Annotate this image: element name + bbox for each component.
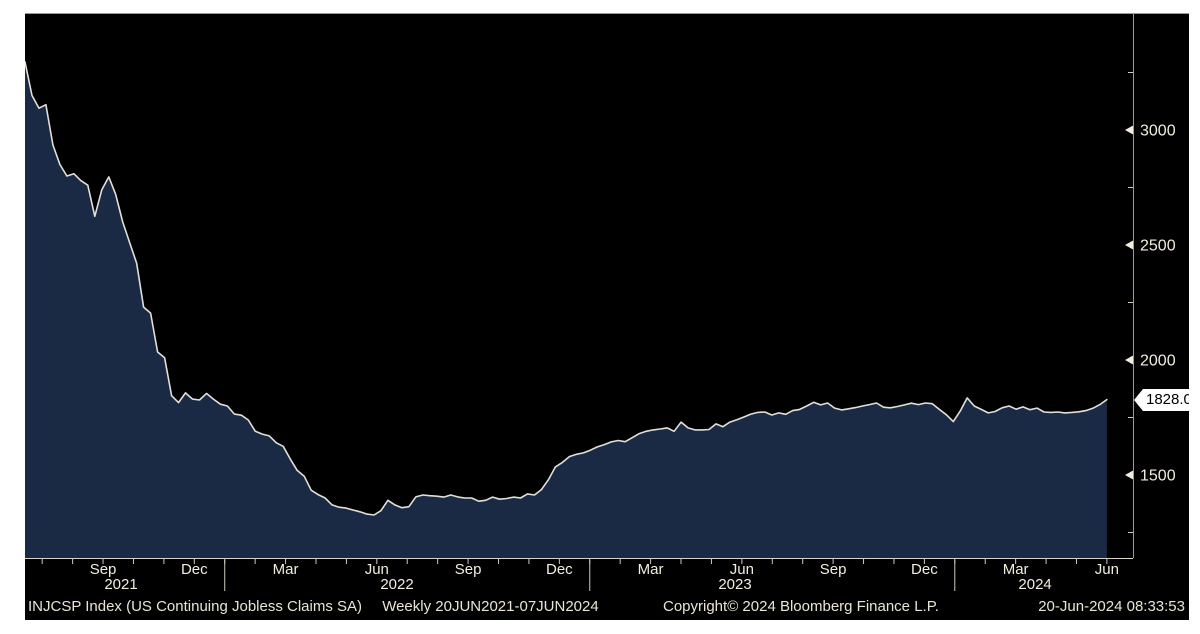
year-label: 2024: [1018, 576, 1051, 593]
copyright-text: Copyright© 2024 Bloomberg Finance L.P.: [663, 598, 939, 615]
y-major-tick: [1125, 240, 1133, 250]
x-tick-label: Sep: [820, 561, 847, 578]
jobless-claims-area-chart: Sep Dec Mar Jun Sep Dec Mar Jun Sep Dec Mar Jun 2021…: [25, 13, 1189, 593]
y-tick-label: 2000: [1140, 353, 1176, 370]
x-tick-label: Jun: [1095, 561, 1119, 578]
x-tick-label: Mar: [273, 561, 299, 578]
x-tick-label: Mar: [1003, 561, 1029, 578]
timestamp: 20-Jun-2024 08:33:53: [1038, 598, 1185, 615]
y-major-tick: [1125, 125, 1133, 135]
security-description: INJCSP Index (US Continuing Jobless Clai…: [28, 598, 599, 615]
y-tick-label: 3000: [1140, 123, 1176, 140]
range-label: Weekly 20JUN2021-07JUN2024: [382, 598, 599, 615]
x-tick-label: Sep: [455, 561, 482, 578]
year-label: 2023: [718, 576, 751, 593]
last-price-callout: 1828.0: [1134, 389, 1189, 411]
last-price-label: 1828.0: [1146, 391, 1189, 408]
x-tick-label: Jun: [365, 561, 389, 578]
area-series: [25, 61, 1108, 559]
x-tick-label: Dec: [181, 561, 208, 578]
x-axis: Sep Dec Mar Jun Sep Dec Mar Jun Sep Dec Mar Jun 2021…: [41, 558, 1119, 593]
x-tick-label: Jun: [730, 561, 754, 578]
status-bar: INJCSP Index (US Continuing Jobless Clai…: [25, 594, 1189, 620]
y-major-tick: [1125, 355, 1133, 365]
year-label: 2022: [380, 576, 413, 593]
y-tick-label: 2500: [1140, 238, 1176, 255]
y-axis: 3000 2500 2000 1500: [1125, 72, 1176, 533]
area-fill: [25, 61, 1107, 559]
year-label: 2021: [104, 576, 137, 593]
y-major-tick: [1125, 470, 1133, 480]
x-tick-label: Mar: [638, 561, 664, 578]
y-tick-label: 1500: [1140, 468, 1176, 485]
x-tick-label: Sep: [90, 561, 117, 578]
x-tick-label: Dec: [546, 561, 573, 578]
instrument-label: INJCSP Index (US Continuing Jobless Clai…: [28, 598, 363, 615]
price-line: [25, 61, 1108, 516]
chart-panel: Sep Dec Mar Jun Sep Dec Mar Jun Sep Dec Mar Jun 2021…: [25, 13, 1189, 620]
x-tick-label: Dec: [911, 561, 938, 578]
